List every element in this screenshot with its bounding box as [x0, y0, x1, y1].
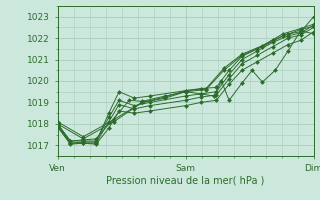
X-axis label: Pression niveau de la mer( hPa ): Pression niveau de la mer( hPa ) [107, 175, 265, 185]
